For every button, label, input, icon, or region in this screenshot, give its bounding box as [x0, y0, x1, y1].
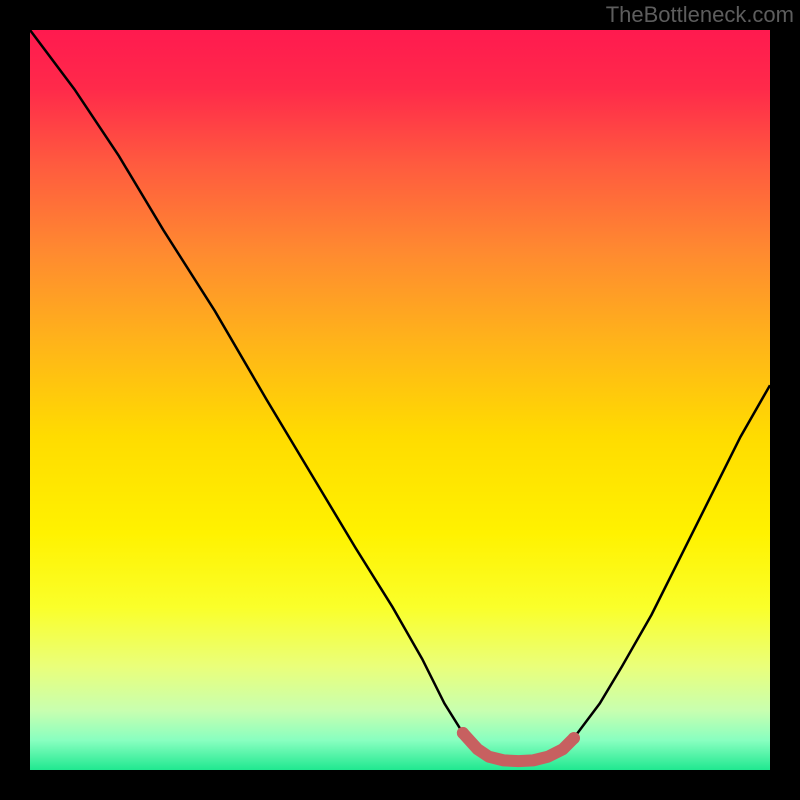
chart-canvas: TheBottleneck.com	[0, 0, 800, 800]
highlight-dot	[568, 732, 580, 744]
plot-background	[30, 30, 770, 770]
chart-svg	[0, 0, 800, 800]
watermark-label: TheBottleneck.com	[606, 2, 794, 28]
highlight-dot	[457, 727, 469, 739]
